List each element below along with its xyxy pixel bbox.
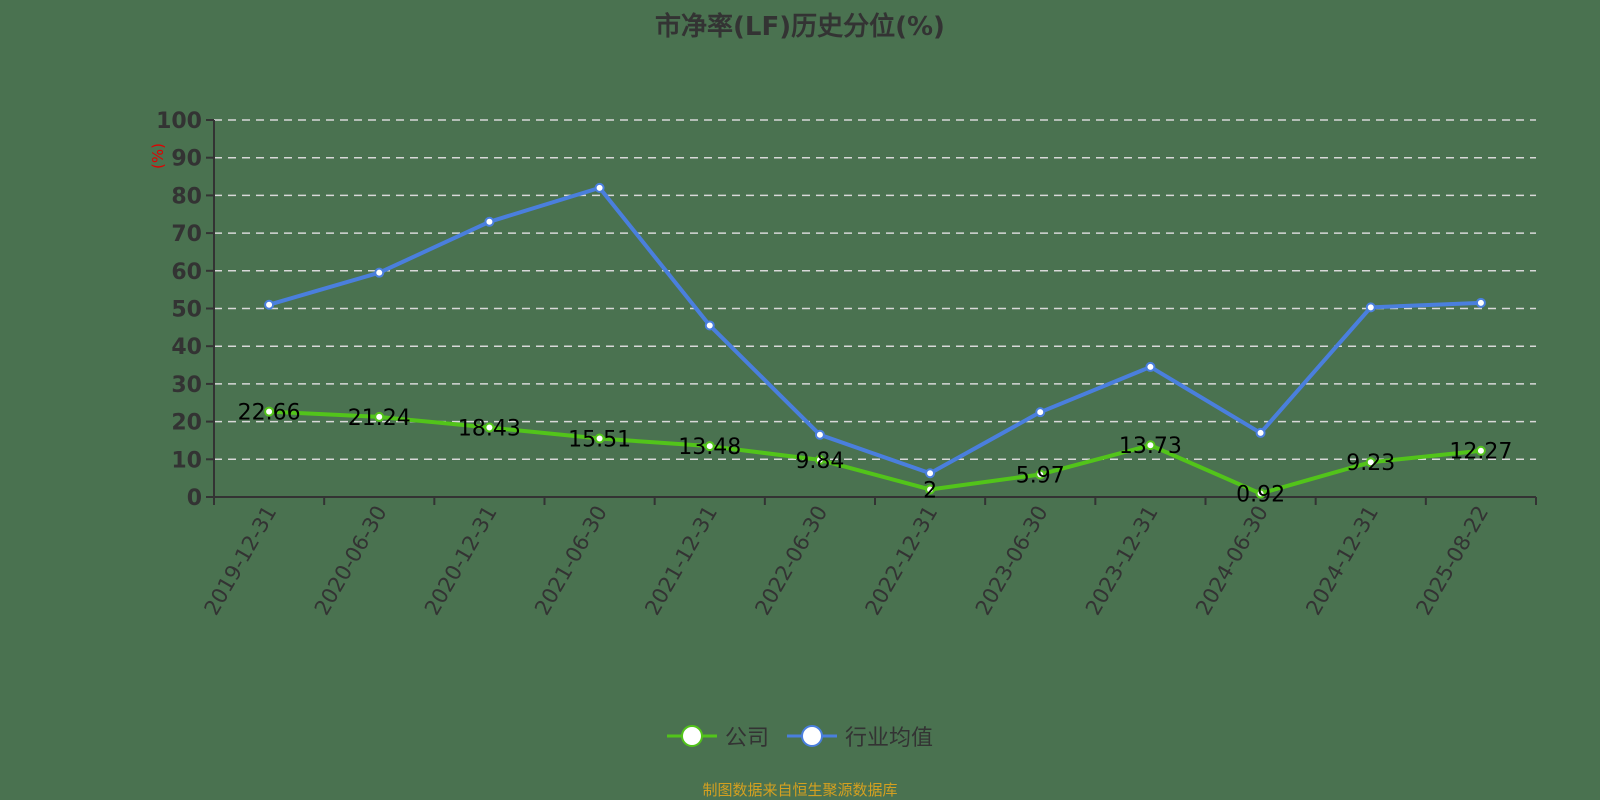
legend-marker-company-icon	[666, 725, 717, 747]
y-tick-label: 30	[171, 373, 202, 398]
legend-label-industry-avg: 行业均值	[845, 726, 934, 751]
data-label: 9.84	[795, 449, 844, 474]
series-line-industry-avg	[268, 185, 1481, 476]
x-tick-label: 2024-06-30	[1191, 502, 1273, 620]
data-point[interactable]	[704, 441, 715, 452]
data-point[interactable]	[374, 411, 385, 422]
data-point[interactable]	[484, 422, 495, 433]
legend-label-company: 公司	[724, 726, 769, 751]
x-tick-label: 2022-06-30	[750, 502, 832, 620]
data-point[interactable]	[594, 433, 605, 444]
y-tick-label: 0	[187, 486, 202, 511]
data-point[interactable]	[814, 454, 825, 465]
legend-item-industry-avg[interactable]: 行业均值	[787, 720, 933, 752]
legend: 公司 行业均值	[0, 720, 1600, 752]
x-tick-label: 2020-12-31	[420, 502, 502, 620]
data-point[interactable]	[814, 429, 825, 440]
data-point[interactable]	[264, 299, 275, 310]
data-label: 12.27	[1449, 440, 1512, 465]
data-label: 22.66	[238, 401, 301, 426]
data-label: 5.97	[1016, 463, 1065, 488]
data-point[interactable]	[925, 468, 936, 479]
x-tick-label: 2020-06-30	[310, 502, 392, 620]
data-source-note: 制图数据来自恒生聚源数据库	[702, 781, 898, 799]
y-tick-label: 70	[171, 222, 202, 247]
data-point[interactable]	[1475, 297, 1486, 308]
y-tick-label: 60	[171, 260, 202, 285]
data-point[interactable]	[1035, 407, 1046, 418]
y-tick-label: 80	[171, 184, 202, 209]
y-tick-label: 40	[171, 335, 202, 360]
y-tick-label: 90	[171, 147, 202, 172]
series-line-company	[268, 409, 1482, 496]
data-label: 18.43	[458, 417, 521, 442]
legend-item-company[interactable]: 公司	[666, 720, 769, 752]
data-point[interactable]	[484, 216, 495, 227]
data-point[interactable]	[1255, 488, 1266, 499]
data-point[interactable]	[1365, 302, 1376, 313]
y-tick-label: 100	[156, 109, 202, 134]
x-tick-label: 2023-12-31	[1081, 502, 1163, 620]
data-point[interactable]	[704, 320, 715, 331]
data-label: 13.73	[1119, 434, 1182, 459]
data-point[interactable]	[374, 267, 385, 278]
x-tick-label: 2022-12-31	[861, 502, 943, 620]
chart-title: 市净率(LF)历史分位(%)	[655, 12, 945, 42]
y-axis-unit: (%)	[149, 143, 167, 169]
data-point[interactable]	[264, 406, 275, 417]
data-point[interactable]	[1035, 469, 1046, 480]
legend-marker-industry-icon	[787, 725, 837, 747]
data-point[interactable]	[1365, 457, 1376, 468]
y-tick-label: 10	[171, 448, 202, 473]
data-label: 9.23	[1346, 451, 1395, 476]
x-tick-label: 2019-12-31	[200, 502, 282, 620]
data-label: 21.24	[348, 406, 411, 431]
data-point[interactable]	[1145, 440, 1156, 451]
data-point[interactable]	[1475, 445, 1486, 456]
data-point[interactable]	[1145, 361, 1156, 372]
data-label: 15.51	[568, 428, 631, 453]
data-point[interactable]	[1255, 427, 1266, 438]
data-point[interactable]	[594, 182, 605, 193]
data-label: 13.48	[678, 435, 741, 460]
y-tick-label: 50	[171, 298, 202, 323]
x-tick-label: 2021-06-30	[530, 502, 612, 620]
x-tick-label: 2023-06-30	[971, 502, 1053, 620]
data-label: 2	[923, 478, 937, 503]
x-tick-label: 2025-08-22	[1411, 502, 1493, 620]
y-tick-label: 20	[171, 411, 202, 436]
data-label: 0.92	[1236, 483, 1285, 508]
x-tick-label: 2024-12-31	[1301, 502, 1383, 620]
data-point[interactable]	[925, 484, 936, 495]
x-tick-label: 2021-12-31	[640, 502, 722, 620]
